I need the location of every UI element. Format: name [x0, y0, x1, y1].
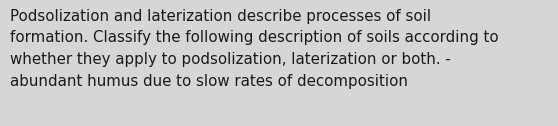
Text: Podsolization and laterization describe processes of soil
formation. Classify th: Podsolization and laterization describe … [10, 9, 499, 89]
